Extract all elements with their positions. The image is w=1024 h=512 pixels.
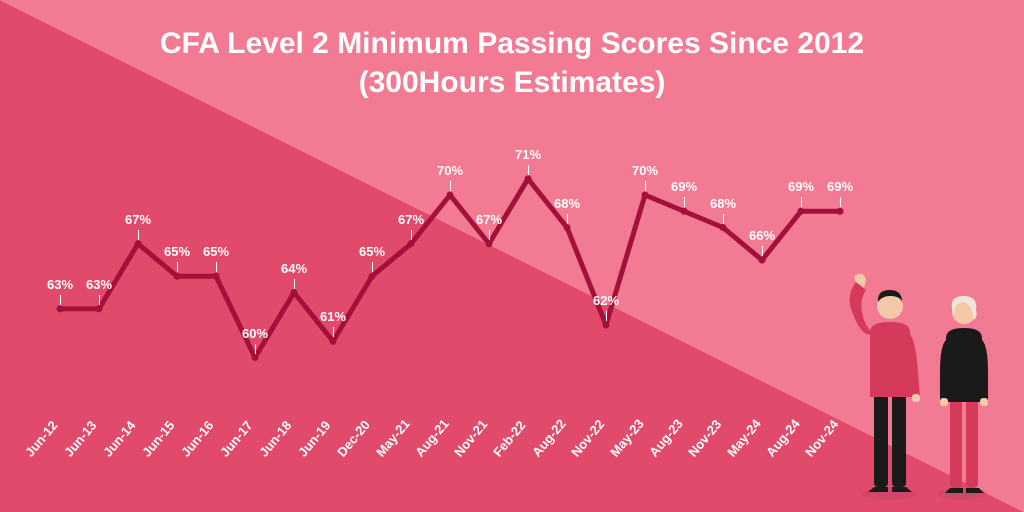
data-point [330,338,337,345]
label-tick [294,279,295,289]
title-line-1: CFA Level 2 Minimum Passing Scores Since… [0,24,1024,63]
value-label: 60% [242,326,268,341]
chart-title: CFA Level 2 Minimum Passing Scores Since… [0,24,1024,102]
label-tick [450,181,451,191]
value-label: 69% [671,179,697,194]
label-tick [333,327,334,337]
label-tick [255,344,256,354]
label-tick [528,165,529,175]
value-label: 67% [398,212,424,227]
label-tick [723,214,724,224]
label-tick [372,262,373,272]
data-point [603,322,610,329]
label-tick [840,197,841,207]
label-tick [606,311,607,321]
value-label: 67% [125,212,151,227]
data-point [174,273,181,280]
value-label: 61% [320,309,346,324]
data-point [96,305,103,312]
value-label: 69% [788,179,814,194]
value-label: 67% [476,212,502,227]
value-label: 68% [710,196,736,211]
data-point [447,192,454,199]
data-point [720,224,727,231]
data-point [486,240,493,247]
label-tick [645,181,646,191]
data-point [798,208,805,215]
data-point [213,273,220,280]
data-point [564,224,571,231]
data-point [759,257,766,264]
data-point [837,208,844,215]
value-label: 65% [164,244,190,259]
value-label: 68% [554,196,580,211]
data-point [57,305,64,312]
label-tick [762,246,763,256]
data-point [252,354,259,361]
value-label: 65% [359,244,385,259]
label-tick [99,295,100,305]
value-label: 64% [281,261,307,276]
value-label: 69% [827,179,853,194]
value-label: 65% [203,244,229,259]
value-label: 66% [749,228,775,243]
data-point [291,289,298,296]
value-label: 71% [515,147,541,162]
label-tick [60,295,61,305]
data-point [642,192,649,199]
value-label: 62% [593,293,619,308]
data-point [525,175,532,182]
label-tick [567,214,568,224]
data-point [408,240,415,247]
line-chart: 63% 63% 67% 65% 65% 60% 64% 61% 65% 67% 70% 67% 71% 6… [40,120,860,470]
value-label: 63% [47,277,73,292]
data-point [681,208,688,215]
label-tick [411,230,412,240]
label-tick [216,262,217,272]
label-tick [177,262,178,272]
data-point [135,240,142,247]
value-label: 70% [437,163,463,178]
label-tick [489,230,490,240]
people-illustration [834,272,1004,502]
label-tick [684,197,685,207]
data-point [369,273,376,280]
label-tick [801,197,802,207]
label-tick [138,230,139,240]
value-label: 63% [86,277,112,292]
title-line-2: (300Hours Estimates) [0,63,1024,102]
value-label: 70% [632,163,658,178]
